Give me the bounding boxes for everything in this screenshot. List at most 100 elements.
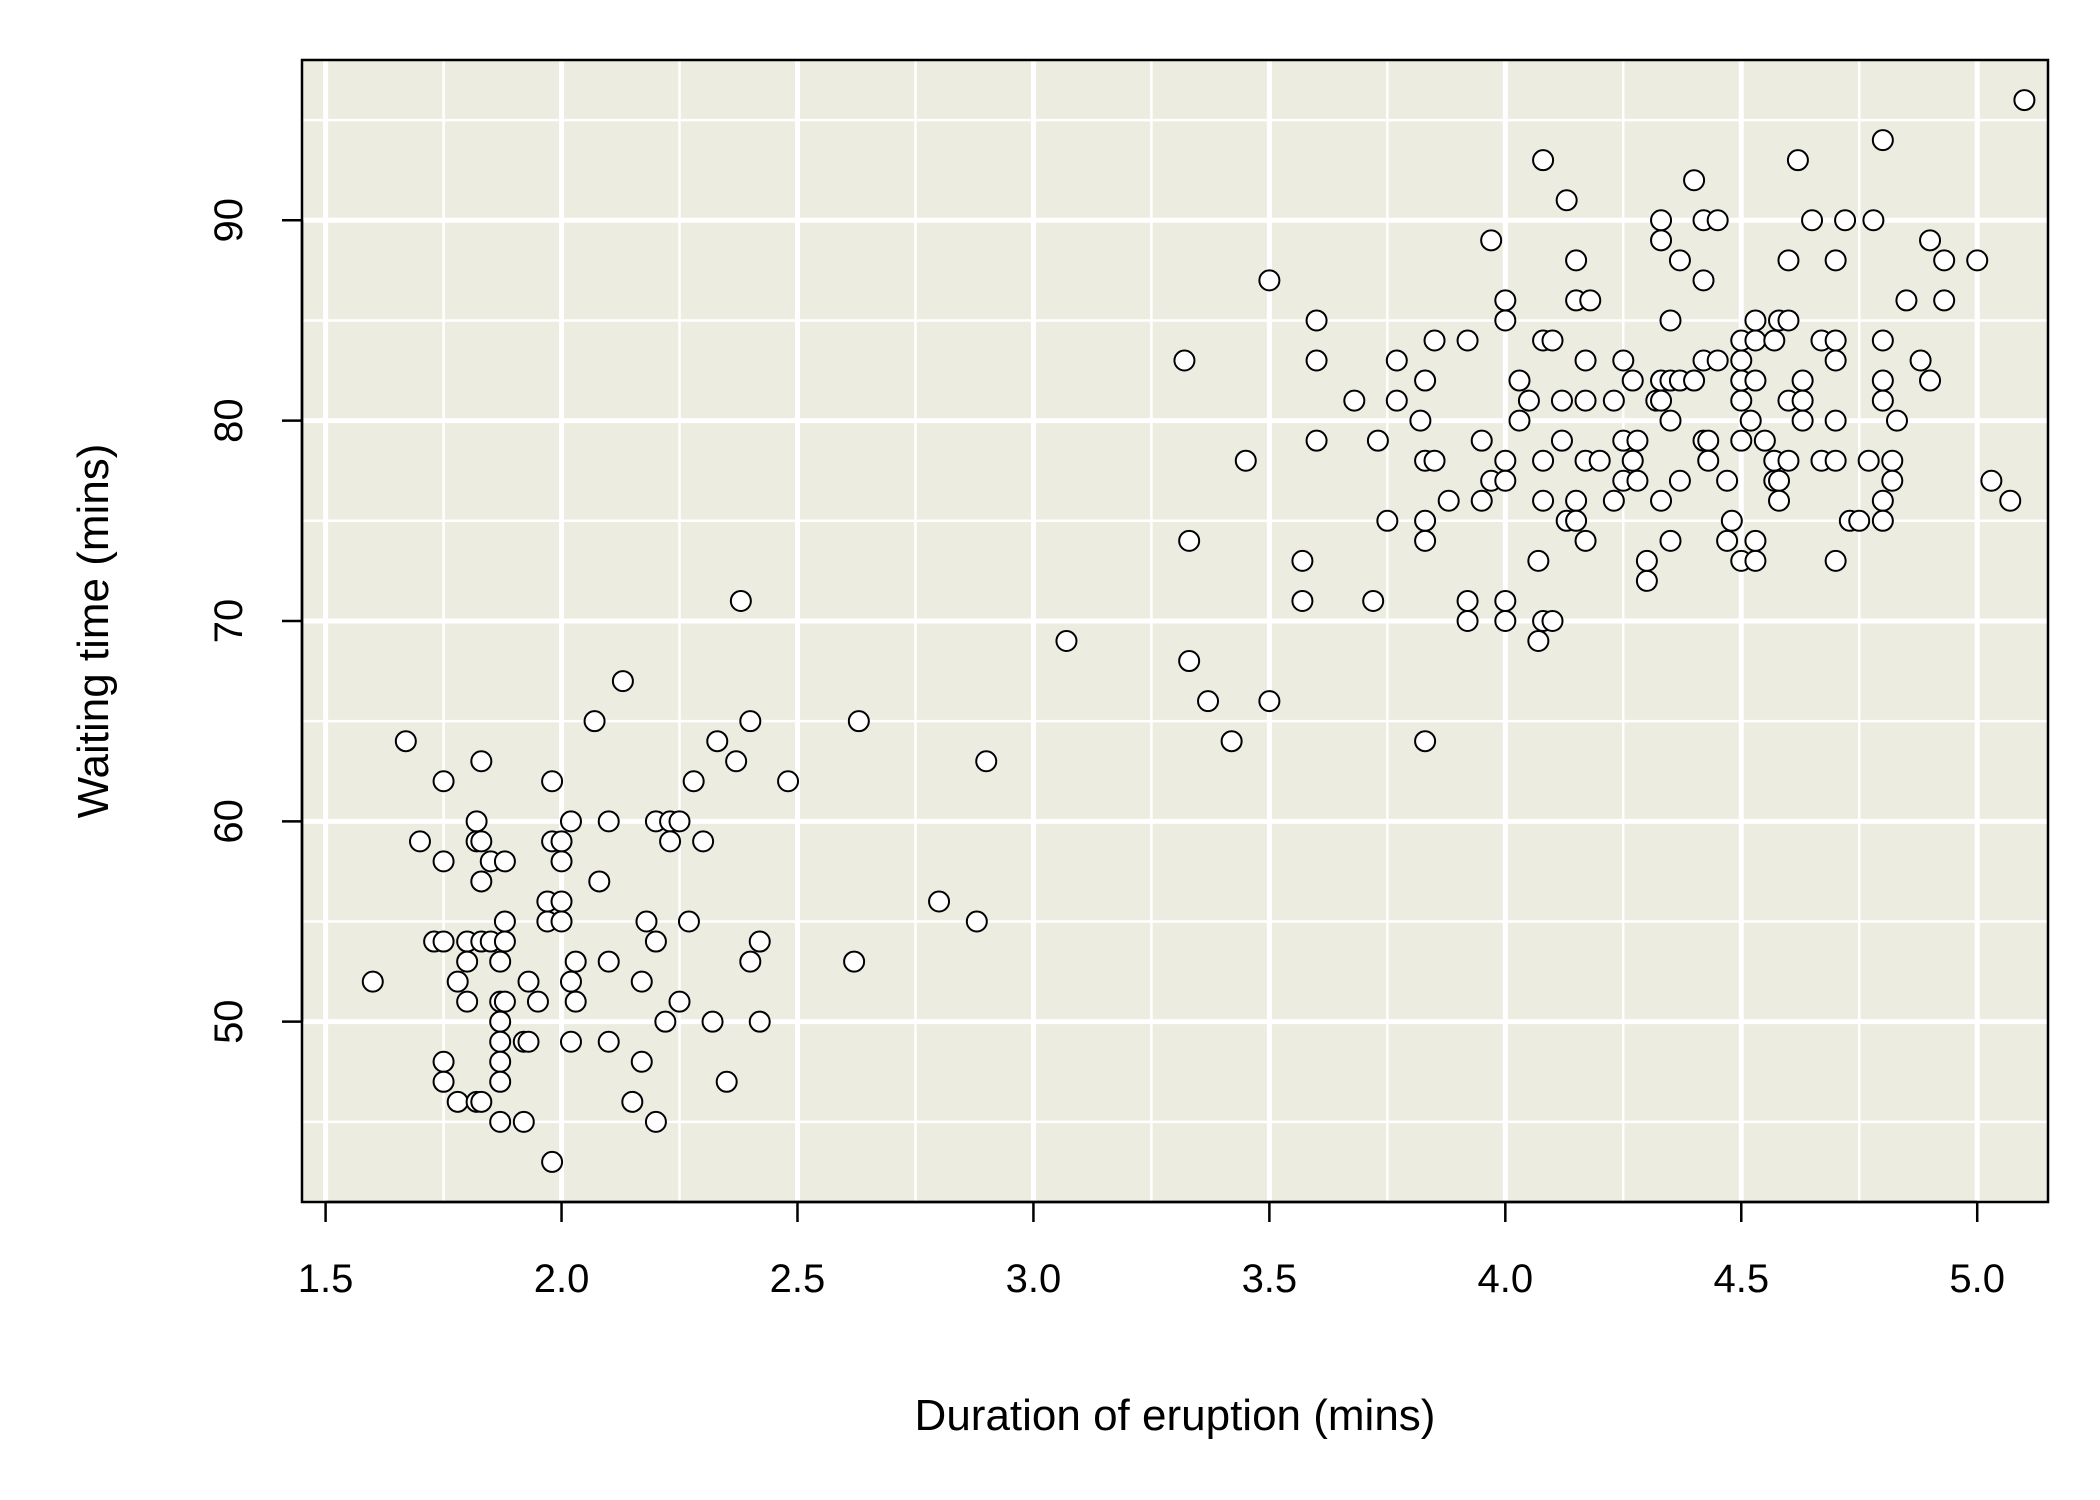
data-point	[1999, 489, 2022, 512]
data-point	[1494, 469, 1517, 492]
data-point	[1423, 449, 1446, 472]
y-tick-label: 60	[207, 799, 251, 844]
data-point	[489, 1030, 512, 1053]
data-point	[1621, 449, 1644, 472]
data-point	[1376, 509, 1399, 532]
data-point	[1178, 650, 1201, 673]
data-point	[470, 870, 493, 893]
data-point	[1871, 329, 1894, 352]
data-point	[965, 910, 988, 933]
y-axis-title: Waiting time (mins)	[69, 444, 118, 819]
data-point	[550, 890, 573, 913]
data-point	[1739, 409, 1762, 432]
data-point	[644, 930, 667, 953]
data-point	[928, 890, 951, 913]
data-point	[1659, 309, 1682, 332]
data-point	[677, 910, 700, 933]
data-point	[1744, 329, 1767, 352]
data-point	[517, 970, 540, 993]
data-point	[1871, 129, 1894, 152]
data-point	[564, 950, 587, 973]
data-point	[843, 950, 866, 973]
data-point	[1848, 509, 1871, 532]
data-point	[1650, 489, 1673, 512]
data-point	[1541, 609, 1564, 632]
data-point	[1626, 429, 1649, 452]
data-point	[1494, 449, 1517, 472]
data-point	[1291, 549, 1314, 572]
x-tick-label: 4.5	[1713, 1257, 1769, 1301]
data-point	[1885, 409, 1908, 432]
y-tick-label: 90	[207, 198, 251, 243]
data-point	[1692, 269, 1715, 292]
data-point	[1635, 569, 1658, 592]
data-point	[564, 990, 587, 1013]
data-point	[361, 970, 384, 993]
data-point	[1494, 589, 1517, 612]
data-point	[1777, 309, 1800, 332]
data-point	[1824, 329, 1847, 352]
data-point	[1668, 469, 1691, 492]
data-point	[1234, 449, 1257, 472]
data-point	[1834, 209, 1857, 232]
data-point	[1532, 489, 1555, 512]
data-point	[1626, 469, 1649, 492]
data-point	[583, 710, 606, 733]
data-point	[559, 1030, 582, 1053]
data-point	[1565, 509, 1588, 532]
data-point	[1763, 329, 1786, 352]
data-point	[1574, 529, 1597, 552]
data-point	[1602, 489, 1625, 512]
data-point	[1178, 529, 1201, 552]
y-tick-label: 80	[207, 398, 251, 443]
data-point	[1919, 369, 1942, 392]
data-point	[1697, 429, 1720, 452]
data-point	[1895, 289, 1918, 312]
data-point	[489, 1110, 512, 1133]
y-tick-label: 50	[207, 999, 251, 1044]
data-point	[1220, 730, 1243, 753]
data-point	[1871, 369, 1894, 392]
data-point	[432, 770, 455, 793]
data-point	[432, 1070, 455, 1093]
data-point	[456, 990, 479, 1013]
data-point	[1470, 489, 1493, 512]
data-point	[1650, 209, 1673, 232]
data-point	[489, 1070, 512, 1093]
data-point	[1791, 369, 1814, 392]
data-point	[1919, 229, 1942, 252]
data-point	[1612, 349, 1635, 372]
data-point	[1744, 369, 1767, 392]
data-point	[1621, 369, 1644, 392]
data-point	[1494, 309, 1517, 332]
data-point	[470, 750, 493, 773]
data-point	[975, 750, 998, 773]
data-point	[644, 1110, 667, 1133]
plot-background	[302, 60, 2048, 1202]
data-point	[725, 750, 748, 773]
data-point	[1659, 529, 1682, 552]
data-point	[1683, 169, 1706, 192]
data-point	[1744, 529, 1767, 552]
data-point	[446, 970, 469, 993]
data-point	[1456, 589, 1479, 612]
data-point	[1555, 189, 1578, 212]
data-point	[692, 830, 715, 853]
x-tick-label: 5.0	[1949, 1257, 2005, 1301]
data-point	[1706, 349, 1729, 372]
data-point	[394, 730, 417, 753]
data-point	[739, 950, 762, 973]
data-point	[1824, 349, 1847, 372]
data-point	[1574, 389, 1597, 412]
x-axis-title: Duration of eruption (mins)	[915, 1391, 1436, 1440]
x-tick-label: 3.0	[1006, 1257, 1062, 1301]
data-point	[489, 1050, 512, 1073]
data-point	[1871, 509, 1894, 532]
data-point	[1683, 369, 1706, 392]
data-point	[1197, 690, 1220, 713]
data-point	[1423, 329, 1446, 352]
data-point	[847, 710, 870, 733]
data-point	[1801, 209, 1824, 232]
data-point	[1258, 269, 1281, 292]
